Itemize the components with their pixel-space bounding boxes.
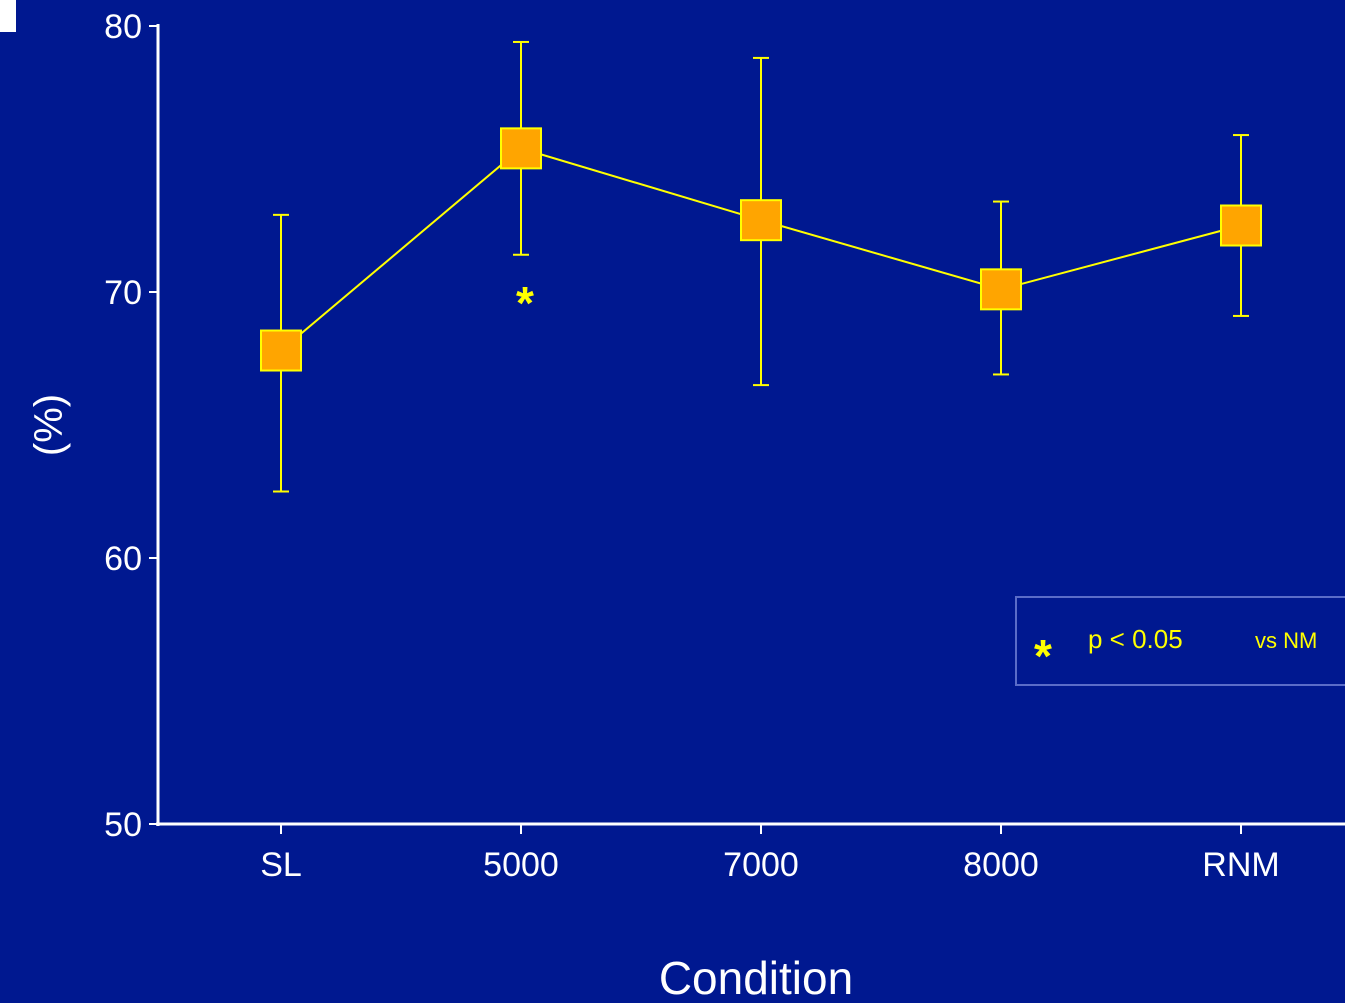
y-tick-label: 50 [104,806,142,844]
x-tick-label: 5000 [483,846,559,884]
significance-annotations: * [516,277,534,329]
x-tick-label: SL [260,846,302,884]
legend-star-symbol: * [1034,630,1052,682]
y-tick-label: 70 [104,274,142,312]
y-tick-label: 60 [104,540,142,578]
y-tick-labels: 50 60 70 80 [104,8,142,844]
data-markers [260,127,1262,372]
x-tick-label: 7000 [723,846,799,884]
x-tick-label: 8000 [963,846,1039,884]
x-axis-title: Condition [659,952,853,1003]
data-point-marker [1220,204,1262,247]
y-tick-label: 80 [104,8,142,46]
significance-star: * [516,277,534,329]
data-point-marker [740,199,782,242]
axes [149,24,1345,834]
error-bars [273,40,1249,493]
data-point-marker [500,127,542,170]
y-axis-title: (%) [27,394,71,456]
x-tick-labels: SL 5000 7000 8000 RNM [260,846,1280,884]
data-point-marker [980,268,1022,311]
legend: * p < 0.05 vs NM [1015,596,1345,686]
legend-box [1015,596,1345,686]
data-point-marker [260,329,302,372]
legend-suffix: vs NM [1255,628,1317,653]
x-tick-label: RNM [1202,846,1279,884]
legend-text: p < 0.05 [1088,624,1183,654]
corner-mark [0,0,16,32]
